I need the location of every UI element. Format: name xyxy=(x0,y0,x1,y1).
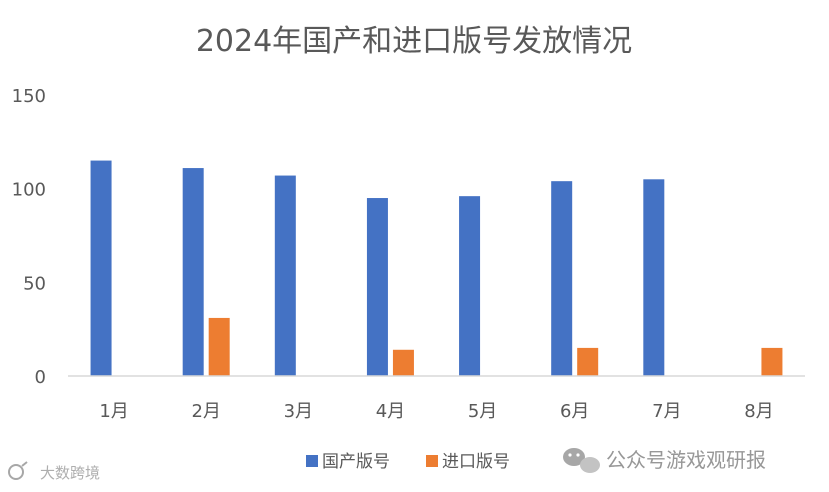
bar-domestic-7 xyxy=(643,179,665,376)
x-category-label: 6月 xyxy=(560,401,589,422)
watermark-right: 公众号游戏观研报 xyxy=(563,448,766,473)
x-category-label: 8月 xyxy=(744,401,773,422)
x-category-label: 3月 xyxy=(284,401,313,422)
legend-label-imported: 进口版号 xyxy=(442,452,510,472)
chart-title: 2024年国产和进口版号发放情况 xyxy=(196,24,632,59)
y-axis-ticks: 0 50 100 150 xyxy=(12,86,46,388)
bar-imported-6 xyxy=(577,347,599,376)
bar-imported-4 xyxy=(392,349,414,376)
x-category-label: 7月 xyxy=(652,401,681,422)
bar-domestic-6 xyxy=(551,181,573,376)
x-category-label: 2月 xyxy=(191,401,220,422)
y-tick-label: 150 xyxy=(12,86,46,107)
bar-domestic-4 xyxy=(366,198,388,376)
legend-label-domestic: 国产版号 xyxy=(322,452,390,472)
bar-domestic-3 xyxy=(274,175,296,376)
bar-imported-8 xyxy=(761,347,783,376)
y-tick-label: 50 xyxy=(23,273,46,294)
legend: 国产版号 进口版号 xyxy=(306,452,510,472)
legend-swatch-domestic xyxy=(306,455,318,467)
bar-domestic-5 xyxy=(459,196,481,376)
watermark-right-text: 公众号游戏观研报 xyxy=(606,448,766,472)
x-axis-categories: 1月 2月 3月 4月 5月 6月 7月 8月 xyxy=(99,401,773,422)
y-tick-label: 0 xyxy=(35,367,46,388)
legend-swatch-imported xyxy=(426,455,438,467)
x-category-label: 5月 xyxy=(468,401,497,422)
watermark-left-text: 大数跨境 xyxy=(40,464,100,482)
wechat-icon xyxy=(563,448,600,473)
bars xyxy=(90,160,783,376)
x-category-label: 1月 xyxy=(99,401,128,422)
bar-domestic-2 xyxy=(182,168,204,376)
y-tick-label: 100 xyxy=(12,180,46,201)
bar-imported-2 xyxy=(208,317,230,376)
x-category-label: 4月 xyxy=(376,401,405,422)
watermark-left: 大数跨境 xyxy=(8,461,100,482)
logo-icon xyxy=(8,461,28,480)
bar-domestic-1 xyxy=(90,160,112,376)
